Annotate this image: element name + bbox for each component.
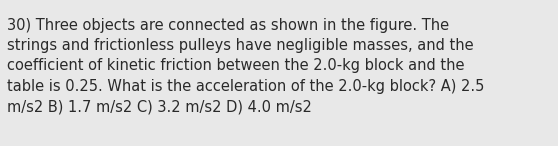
Text: 30) Three objects are connected as shown in the figure. The
strings and friction: 30) Three objects are connected as shown… <box>7 18 484 114</box>
